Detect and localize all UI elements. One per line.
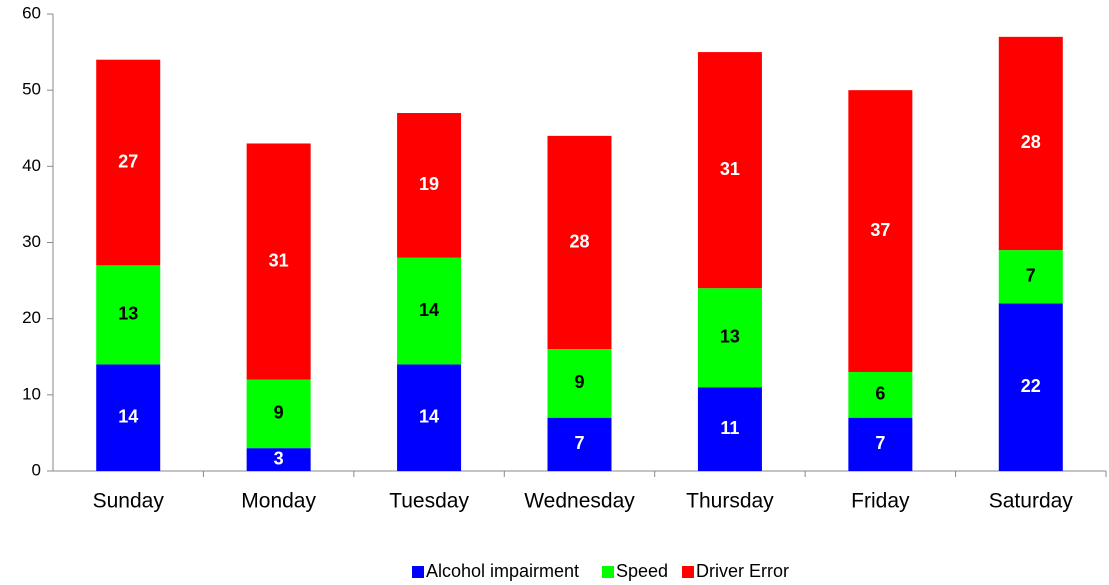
legend-label: Alcohol impairment — [426, 561, 579, 581]
y-tick-label: 20 — [22, 308, 41, 327]
value-label: 19 — [419, 174, 439, 194]
bar-segment — [697, 387, 762, 471]
bar-segment — [397, 113, 462, 258]
bar-segment — [96, 59, 161, 266]
legend-label: Speed — [616, 561, 668, 581]
bar-segment — [848, 417, 913, 471]
value-label: 14 — [118, 406, 138, 426]
y-tick-label: 60 — [22, 3, 41, 22]
x-tick-label: Saturday — [989, 490, 1074, 513]
value-label: 9 — [574, 372, 584, 392]
bar-segment — [697, 52, 762, 289]
bar-segment — [697, 288, 762, 388]
legend-swatch — [602, 566, 614, 578]
value-label: 14 — [419, 406, 439, 426]
bar-segment — [998, 303, 1063, 471]
value-label: 3 — [274, 448, 284, 468]
x-tick-label: Friday — [851, 490, 910, 513]
value-label: 28 — [1021, 132, 1041, 152]
bar-segment — [246, 448, 311, 471]
value-label: 27 — [118, 151, 138, 171]
bar-segment — [998, 36, 1063, 251]
value-label: 28 — [569, 231, 589, 251]
value-label: 7 — [875, 433, 885, 453]
value-label: 13 — [720, 326, 740, 346]
value-label: 6 — [875, 384, 885, 404]
legend-label: Driver Error — [696, 561, 789, 581]
x-tick-label: Tuesday — [389, 490, 469, 513]
bar-segment — [547, 135, 612, 350]
value-label: 11 — [720, 418, 739, 438]
x-tick-label: Monday — [241, 490, 316, 513]
bar-segment — [848, 371, 913, 418]
value-label: 22 — [1021, 376, 1041, 396]
bar-segment — [96, 364, 161, 471]
bar-segment — [246, 143, 311, 380]
x-tick-label: Thursday — [686, 490, 774, 513]
x-tick-label: Sunday — [93, 490, 165, 513]
value-label: 31 — [720, 159, 740, 179]
bar-segment — [96, 265, 161, 365]
legend-swatch — [412, 566, 424, 578]
value-label: 7 — [1026, 266, 1036, 286]
y-tick-label: 0 — [32, 460, 41, 479]
bar-segment — [547, 417, 612, 471]
y-tick-label: 30 — [22, 232, 41, 251]
bar-segment — [246, 379, 311, 449]
x-tick-label: Wednesday — [524, 490, 635, 513]
value-label: 31 — [269, 250, 289, 270]
value-label: 7 — [574, 433, 584, 453]
bar-segment — [397, 257, 462, 365]
bar-segment — [998, 250, 1063, 304]
y-tick-label: 40 — [22, 156, 41, 175]
bar-segment — [397, 364, 462, 471]
bar-segment — [547, 349, 612, 418]
value-label: 37 — [870, 220, 890, 240]
y-tick-label: 10 — [22, 384, 41, 403]
y-tick-label: 50 — [22, 80, 41, 99]
legend-swatch — [682, 566, 694, 578]
value-label: 13 — [118, 304, 138, 324]
bar-segment — [848, 90, 913, 372]
value-label: 14 — [419, 300, 439, 320]
value-label: 9 — [274, 403, 284, 423]
